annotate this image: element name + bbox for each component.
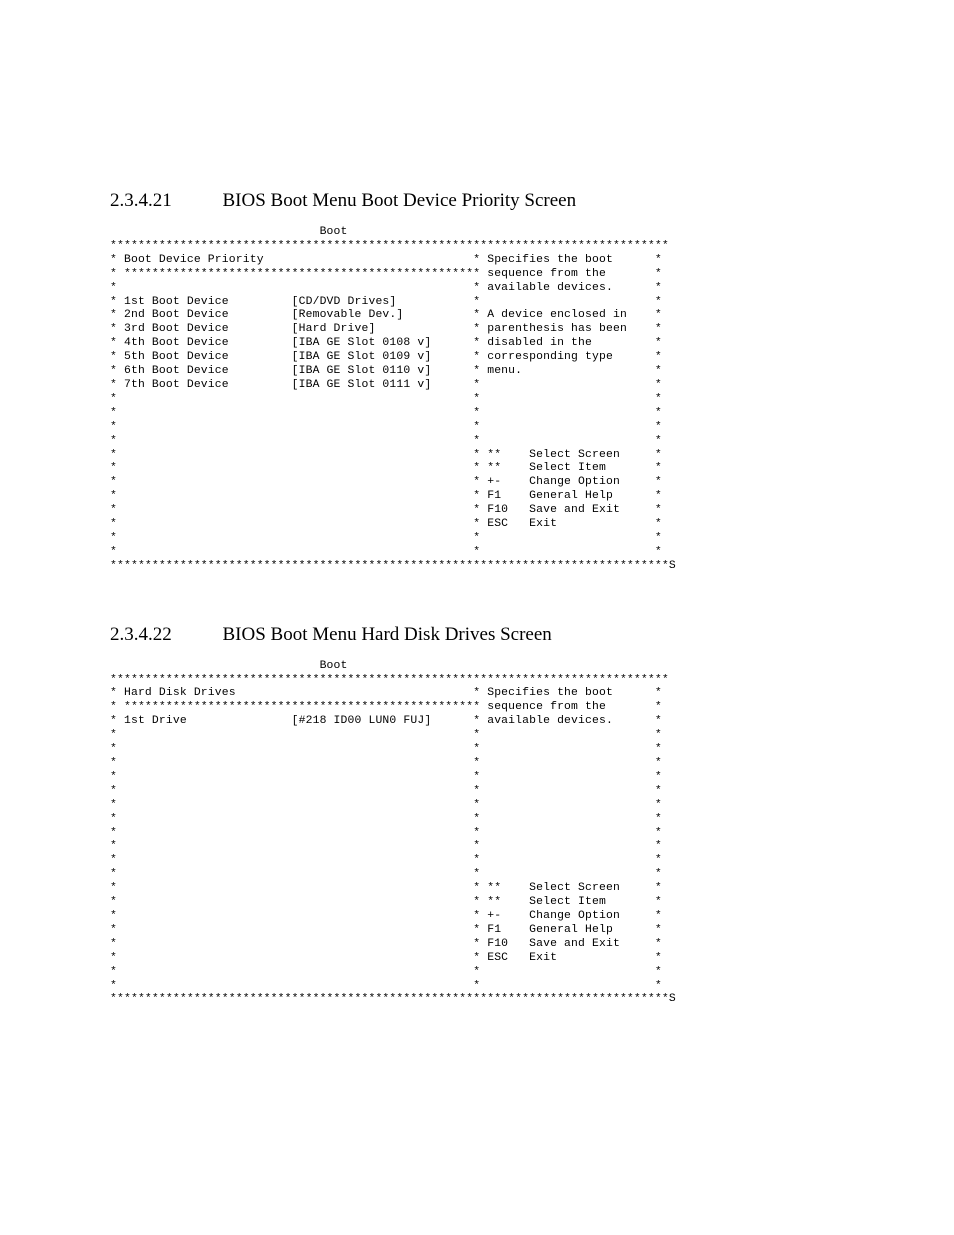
- bios-screen-boot-device-priority: Boot ***********************************…: [110, 226, 844, 574]
- section-number-1: 2.3.4.21: [110, 190, 172, 212]
- section-number-2: 2.3.4.22: [110, 624, 172, 646]
- section-heading-1: 2.3.4.21 BIOS Boot Menu Boot Device Prio…: [110, 190, 844, 212]
- section-title-2: BIOS Boot Menu Hard Disk Drives Screen: [223, 624, 552, 645]
- section-heading-2: 2.3.4.22 BIOS Boot Menu Hard Disk Drives…: [110, 624, 844, 646]
- bios-screen-hard-disk-drives: Boot ***********************************…: [110, 660, 844, 1008]
- section-title-1: BIOS Boot Menu Boot Device Priority Scre…: [223, 190, 577, 211]
